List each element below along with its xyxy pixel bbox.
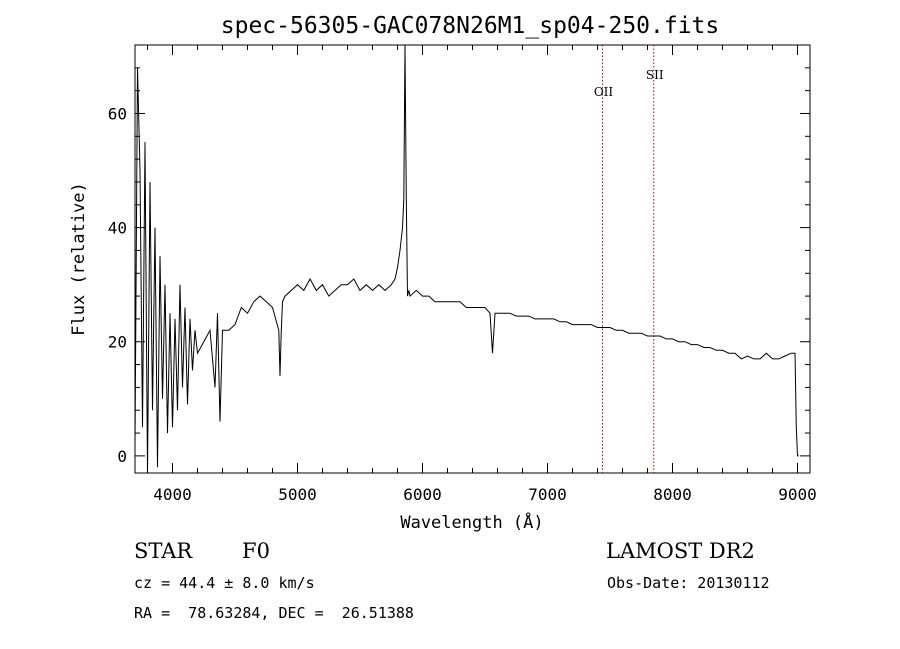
x-tick-label: 6000 xyxy=(403,485,442,504)
spectral-subclass: F0 xyxy=(242,539,270,563)
x-tick-label: 9000 xyxy=(778,485,817,504)
x-tick-label: 8000 xyxy=(653,485,692,504)
annotation-label: SII xyxy=(646,68,664,82)
y-tick-label: 60 xyxy=(108,104,127,123)
x-axis-label: Wavelength (Å) xyxy=(400,511,543,533)
y-tick-label: 0 xyxy=(117,447,127,466)
survey-name: LAMOST DR2 xyxy=(606,539,755,563)
series-group xyxy=(134,44,799,474)
y-axis-label: Flux (relative) xyxy=(69,182,89,336)
x-tick-label: 4000 xyxy=(153,485,192,504)
obs-date: Obs-Date: 20130112 xyxy=(607,574,770,592)
coordinates: RA = 78.63284, DEC = 26.51388 xyxy=(134,604,414,622)
chart-title: spec-56305-GAC078N26M1_sp04-250.fits xyxy=(221,13,720,39)
x-tick-label: 5000 xyxy=(278,485,317,504)
annotation-lines: OII SII xyxy=(594,45,664,473)
velocity: cz = 44.4 ± 8.0 km/s xyxy=(134,574,315,592)
spectrum-line xyxy=(134,44,799,474)
axes: 4000 5000 6000 7000 8000 9000 0 20 40 60 xyxy=(108,44,817,504)
annotation-label: OII xyxy=(594,85,614,99)
plot-frame xyxy=(134,44,811,474)
x-tick-label: 7000 xyxy=(528,485,567,504)
y-tick-label: 20 xyxy=(108,333,127,352)
y-tick-label: 40 xyxy=(108,219,127,238)
object-type: STAR xyxy=(134,539,193,563)
